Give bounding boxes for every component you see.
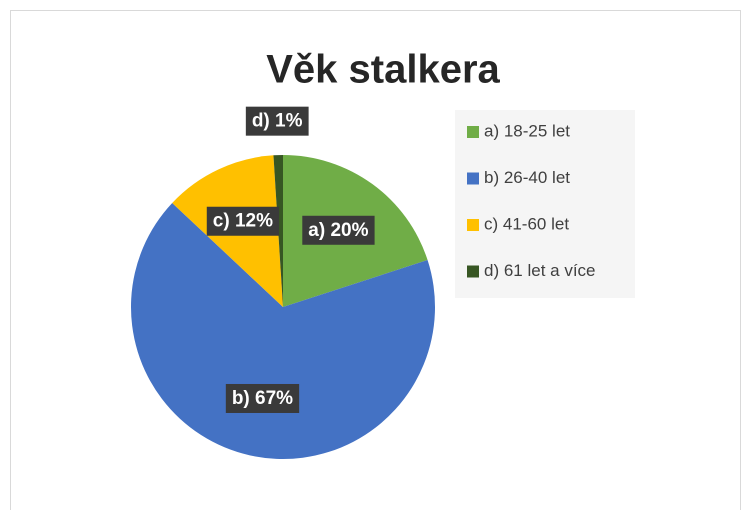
data-label-box	[225, 383, 300, 413]
data-label: b) 67%	[232, 388, 293, 409]
legend-label: a) 18-25 let	[484, 121, 570, 140]
legend-label: b) 26-40 let	[484, 168, 570, 187]
legend-swatch	[467, 219, 479, 231]
data-label: d) 1%	[252, 111, 303, 132]
legend-swatch	[467, 265, 479, 278]
legend-swatch	[467, 172, 479, 185]
legend-box	[455, 110, 635, 298]
legend-label: c) 41-60 let	[484, 214, 569, 233]
data-label: a) 20%	[308, 220, 368, 241]
chart-title: Věk stalkera	[266, 48, 500, 92]
data-label-box	[206, 206, 280, 236]
data-label-box	[302, 215, 375, 245]
data-label: c) 12%	[213, 211, 273, 232]
legend-label: d) 61 let a více	[484, 261, 596, 280]
data-label-box	[245, 106, 309, 136]
pie-slice	[131, 202, 436, 459]
legend-swatch	[467, 126, 479, 138]
